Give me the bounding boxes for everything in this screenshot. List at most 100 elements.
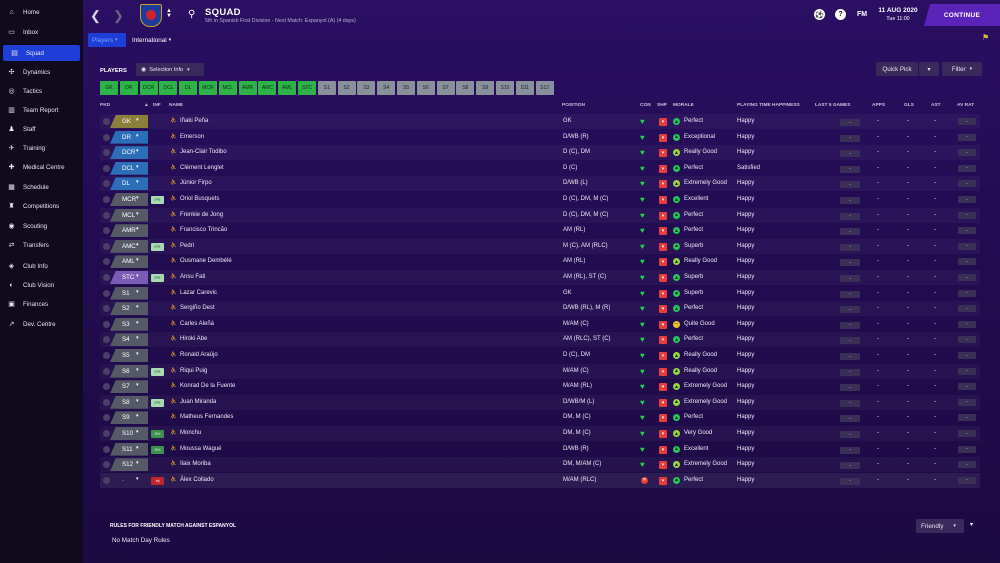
player-name[interactable]: Riqui Puig	[180, 367, 208, 374]
position-selector[interactable]: S4	[110, 333, 148, 347]
position-selector[interactable]: S10	[110, 427, 148, 440]
pick-toggle[interactable]	[103, 258, 110, 266]
pick-toggle[interactable]	[103, 289, 110, 297]
player-name[interactable]: Júnior Firpo	[180, 180, 212, 187]
chevron-down-icon[interactable]: ▾	[136, 241, 139, 248]
chevron-down-icon[interactable]: ▾	[136, 210, 139, 217]
position-chip-s1[interactable]: S1	[317, 81, 336, 95]
chevron-down-icon[interactable]: ▾	[136, 397, 139, 404]
player-name[interactable]: Carles Aleñá	[180, 320, 215, 327]
position-selector[interactable]: MCR	[110, 193, 148, 206]
position-selector[interactable]: S9	[110, 411, 148, 425]
chevron-down-icon[interactable]: ▾	[136, 319, 139, 326]
pick-toggle[interactable]	[103, 164, 110, 172]
info-badge[interactable]: IPR	[151, 398, 164, 407]
sidebar-item-competitions[interactable]: ♜ Competitions	[0, 198, 83, 214]
position-selector[interactable]: AMR	[110, 224, 148, 238]
sidebar-item-squad[interactable]: ▤ Squad	[3, 45, 80, 61]
back-arrow-icon[interactable]: ❮	[90, 8, 101, 23]
player-name[interactable]: Konrad De la Fuente	[180, 383, 236, 390]
col-inf[interactable]: INF	[153, 103, 161, 108]
chevron-down-icon[interactable]: ▾	[136, 382, 139, 389]
player-name[interactable]: Lazar Carevic	[180, 289, 218, 296]
position-selector[interactable]: DR	[110, 130, 148, 144]
pick-toggle[interactable]	[103, 118, 110, 125]
pick-toggle[interactable]	[103, 305, 110, 313]
pick-toggle[interactable]	[103, 274, 110, 281]
pick-toggle[interactable]	[103, 352, 110, 359]
position-selector[interactable]: S3	[110, 317, 148, 331]
table-row[interactable]: AMR ▾ ⛹ Francisco Trincão AM (RL) ♥ ▾ ▲ Perfect H…	[100, 223, 980, 238]
table-row[interactable]: STC ▾ IPR ⛹ Ansu Fati AM (RL), ST (C) ♥ ▾ ▲ Super…	[100, 270, 980, 285]
sidebar-item-home[interactable]: ⌂ Home	[0, 4, 83, 20]
position-chip-dr[interactable]: DR	[119, 81, 138, 95]
player-name[interactable]: Clément Lenglet	[180, 164, 224, 171]
player-name[interactable]: Pedri	[180, 242, 195, 249]
position-chip-s6[interactable]: S6	[416, 81, 435, 95]
chevron-down-icon[interactable]: ▾	[136, 335, 139, 342]
position-chip-s5[interactable]: S5	[397, 81, 415, 95]
col-position[interactable]: POSITION	[562, 103, 585, 108]
position-chip-mcr[interactable]: MCR	[199, 81, 217, 95]
pick-toggle[interactable]	[103, 180, 110, 188]
pick-toggle[interactable]	[103, 476, 110, 484]
position-chip-amr[interactable]: AMR	[238, 81, 257, 95]
player-name[interactable]: Monchu	[180, 430, 202, 436]
chevron-down-icon[interactable]: ▾	[136, 304, 139, 311]
position-chip-gk[interactable]: GK	[100, 81, 118, 95]
sidebar-item-medical-centre[interactable]: ✚ Medical Centre	[0, 159, 83, 175]
sidebar-item-dev-centre[interactable]: ↗ Dev. Centre	[0, 316, 83, 332]
player-name[interactable]: Frenkie de Jong	[180, 211, 224, 218]
notification-icon[interactable]: ⚑	[982, 33, 990, 42]
sidebar-item-finances[interactable]: ▣ Finances	[0, 296, 83, 312]
sidebar-item-scouting[interactable]: ◉ Scouting	[0, 218, 83, 234]
pick-toggle[interactable]	[103, 320, 110, 328]
chevron-down-icon[interactable]: ▾	[136, 444, 139, 451]
position-selector[interactable]: AML	[110, 255, 148, 269]
player-name[interactable]: Hiroki Abe	[180, 336, 208, 343]
table-row[interactable]: S2 ▾ ⛹ Sergiño Dest D/WB (RL), M (R) ♥ ▾ ▲ Perfe…	[100, 301, 980, 316]
chevron-down-icon[interactable]: ▾	[136, 195, 139, 201]
sidebar-item-tactics[interactable]: ◎ Tactics	[0, 83, 83, 99]
quick-pick-chevron-icon[interactable]: ▾	[919, 62, 939, 76]
pick-toggle[interactable]	[103, 461, 110, 469]
position-selector[interactable]: DCR	[110, 146, 148, 160]
position-selector[interactable]: STC	[110, 271, 148, 284]
position-chip-mcl[interactable]: MCL	[218, 81, 237, 95]
continue-button[interactable]: CONTINUE	[924, 4, 1000, 26]
table-row[interactable]: DCR ▾ ⛹ Jean-Clair Todibo D (C), DM ♥ ▾ ▲ Really…	[100, 145, 980, 160]
table-row[interactable]: S6 ▾ IPR ⛹ Riqui Puig M/AM (C) ♥ ▾ ▲ Really Good H…	[100, 364, 980, 379]
position-chip-s11[interactable]: S11	[515, 81, 534, 95]
position-selector[interactable]: S12	[110, 458, 148, 472]
pick-toggle[interactable]	[103, 430, 110, 437]
col-gls[interactable]: GLS	[904, 103, 914, 108]
match-type-dropdown[interactable]: Friendly ▾	[916, 519, 964, 533]
table-row[interactable]: DL ▾ ⛹ Júnior Firpo D/WB (L) ♥ ▾ ▲ Extremely Goo…	[100, 176, 980, 191]
table-row[interactable]: S5 ▾ ⛹ Ronald Araújo D (C), DM ♥ ▾ ▲ Really Good…	[100, 348, 980, 363]
sidebar-item-inbox[interactable]: ▭ Inbox	[0, 24, 83, 40]
chevron-down-icon[interactable]: ▾	[136, 226, 139, 233]
chevron-down-icon[interactable]: ▾	[136, 132, 139, 139]
injury-badge[interactable]: Inj	[151, 476, 164, 485]
pick-toggle[interactable]	[103, 383, 110, 391]
pick-toggle[interactable]	[103, 242, 110, 250]
fm-menu-button[interactable]: FM	[857, 11, 868, 18]
table-row[interactable]: S1 ▾ ⛹ Lazar Carevic GK ♥ ▾ ▲ Superb Happy - - - - -	[100, 286, 980, 301]
chevron-down-icon[interactable]: ▾	[136, 179, 139, 186]
player-name[interactable]: Ousmane Dembélé	[180, 258, 232, 265]
col-morale[interactable]: MORALE	[673, 103, 694, 108]
sidebar-item-club-vision[interactable]: ◐ Club Vision	[0, 277, 83, 293]
chevron-down-icon[interactable]: ▾	[136, 475, 139, 482]
pick-toggle[interactable]	[103, 149, 110, 157]
col-pkd[interactable]: PKD	[100, 103, 111, 108]
table-row[interactable]: DCL ▾ ⛹ Clément Lenglet D (C) ♥ ▾ ▲ Perfect Satis…	[100, 161, 980, 176]
table-row[interactable]: S3 ▾ ⛹ Carles Aleñá M/AM (C) ♥ ▾ – Quite Good Hap…	[100, 317, 980, 332]
position-chip-s9[interactable]: S9	[476, 81, 495, 95]
table-row[interactable]: S10 ▾ BHI ⛹ Monchu DM, M (C) ♥ ▾ ▲ Very Good Happy…	[100, 426, 980, 441]
pick-toggle[interactable]	[103, 211, 110, 219]
position-selector[interactable]: MCL	[110, 208, 148, 222]
chevron-down-icon[interactable]: ▾	[136, 366, 139, 373]
info-badge[interactable]: IPR	[151, 196, 164, 204]
pick-toggle[interactable]	[103, 445, 110, 453]
table-row[interactable]: - ▾ Inj ⛹ Àlex Collado M/AM (RLC) ✕ ▾ ▲ Perfect Ha…	[100, 472, 980, 488]
